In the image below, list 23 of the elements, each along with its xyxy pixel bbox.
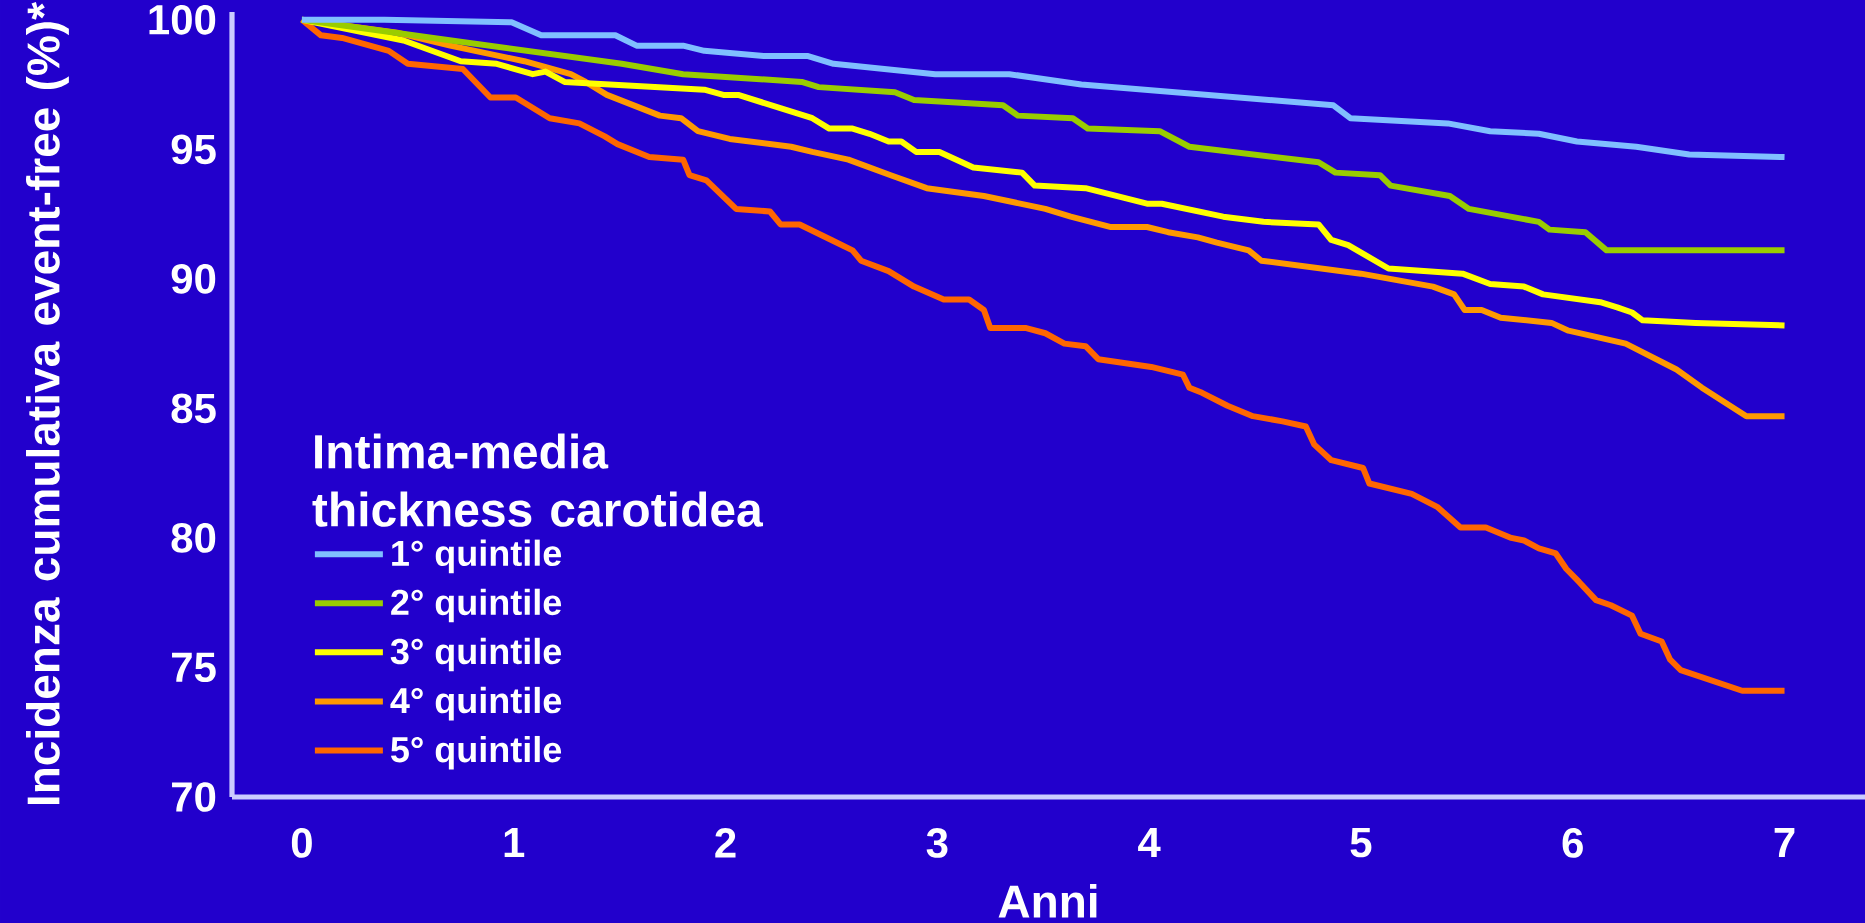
- legend-label: 3° quintile: [390, 637, 562, 672]
- y-tick-label: 95: [171, 134, 216, 165]
- legend-title: Intima-media thickness carotidea: [312, 433, 764, 527]
- x-tick-label: 0: [291, 828, 312, 858]
- y-tick-label: 90: [171, 263, 216, 294]
- legend-label: 5° quintile: [390, 735, 562, 770]
- x-tick-label: 5: [1350, 828, 1372, 858]
- x-tick-label: 3: [926, 828, 948, 858]
- x-tick-label: 2: [715, 828, 736, 858]
- legend-label: 4° quintile: [390, 686, 562, 721]
- x-tick-label: 1: [504, 828, 525, 857]
- legend-label: 1° quintile: [392, 539, 562, 574]
- y-tick-label: 70: [172, 782, 216, 812]
- legend-label: 2° quintile: [391, 588, 562, 623]
- y-tick-label: 85: [171, 393, 216, 424]
- y-tick-label: 75: [172, 652, 216, 683]
- y-tick-label: 80: [171, 523, 216, 553]
- y-axis-title: Incidenza cumulativa event-free (%)*: [26, 2, 69, 805]
- x-tick-label: 7: [1774, 828, 1795, 857]
- y-tick-label: 100: [149, 4, 216, 35]
- x-axis-title: Anni: [998, 884, 1097, 918]
- x-tick-label: 6: [1562, 828, 1583, 858]
- x-tick-label: 4: [1138, 828, 1161, 857]
